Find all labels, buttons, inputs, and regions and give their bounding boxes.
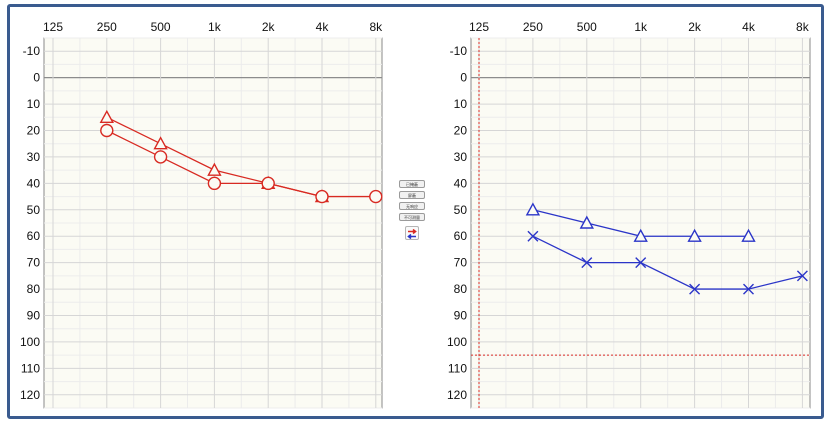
triangle-marker[interactable] [741,228,756,242]
triangle-marker[interactable] [153,136,168,150]
db-tick-label: 100 [447,335,467,349]
mask-button[interactable]: 屏蔽 [399,191,425,199]
triangle-marker[interactable] [579,215,594,229]
frequency-tick-label: 500 [151,20,171,34]
cross-marker[interactable] [689,283,701,295]
db-tick-label: 20 [27,124,41,138]
cross-marker[interactable] [581,257,593,269]
circle-series-line [106,129,376,198]
frequency-tick-label: 125 [43,20,63,34]
db-tick-label: -10 [450,44,468,58]
frequency-tick-label: 500 [577,20,597,34]
swap-arrows-icon [407,228,417,240]
circle-marker[interactable] [207,176,222,191]
db-tick-label: 40 [454,176,468,190]
db-tick-label: 120 [447,388,467,402]
db-tick-label: 20 [454,124,468,138]
masked-button[interactable]: 已掩蔽 [399,180,425,188]
swap-ear-button[interactable] [405,226,419,240]
circle-marker[interactable] [100,123,114,138]
db-tick-label: 30 [454,150,468,164]
db-tick-label: 80 [27,282,41,296]
cross-series-line [532,235,803,290]
triangle-marker[interactable] [207,162,222,176]
cross-marker[interactable] [743,283,754,295]
right-ear-audiogram[interactable]: 125 250 500 1k 2k 4k 8k -10 0 10 20 30 40 50 60 70 80 90 1… [7,0,385,412]
db-tick-label: 100 [20,335,40,349]
frequency-tick-label: 8k [796,20,810,34]
db-tick-label: 80 [454,282,468,296]
circle-marker[interactable] [153,150,168,164]
circle-marker[interactable] [261,176,275,191]
db-tick-label: 0 [460,71,467,85]
cross-marker[interactable] [635,257,647,269]
no-response-button[interactable]: 无响应 [399,202,425,210]
frequency-tick-label: 250 [97,20,117,34]
db-tick-label: 70 [454,256,468,270]
db-tick-label: 10 [454,97,468,111]
db-tick-label: 90 [454,309,468,323]
db-tick-label: 90 [27,309,41,323]
triangle-marker[interactable] [687,228,702,242]
circle-marker[interactable] [315,189,329,204]
marker-controls: 已掩蔽 屏蔽 无响应 不可测量 [398,180,426,240]
frequency-tick-label: 125 [469,20,489,34]
db-tick-label: 120 [20,388,40,402]
not-measurable-button[interactable]: 不可测量 [399,213,425,221]
frequency-tick-label: 8k [369,20,383,34]
cross-marker[interactable] [796,270,808,282]
frequency-tick-label: 1k [634,20,648,34]
circle-marker[interactable] [369,189,383,204]
db-tick-label: 30 [27,150,41,164]
triangle-marker[interactable] [633,228,648,242]
frequency-tick-label: 1k [208,20,222,34]
triangle-marker[interactable] [525,202,541,216]
frequency-tick-label: 2k [688,20,702,34]
left-ear-chart[interactable]: 125 250 500 1k 2k 4k 8k -10 0 10 20 30 40 50 60 70 80 90 1… [441,0,813,412]
db-tick-label: 70 [27,256,41,270]
db-tick-label: 60 [454,229,468,243]
db-tick-label: 60 [27,229,41,243]
frequency-tick-label: 250 [523,20,543,34]
db-tick-label: 10 [27,97,41,111]
db-tick-label: 110 [21,361,40,375]
right-ear-chart[interactable]: 125 250 500 1k 2k 4k 8k -10 0 10 20 30 40 50 60 70 80 90 1… [7,0,385,412]
frequency-tick-label: 4k [742,20,756,34]
left-ear-audiogram[interactable]: 125 250 500 1k 2k 4k 8k -10 0 10 20 30 40 50 60 70 80 90 1… [441,0,813,412]
db-tick-label: 50 [27,203,41,217]
triangle-marker[interactable] [99,109,114,123]
frequency-tick-label: 2k [262,20,276,34]
db-tick-label: -10 [23,44,41,58]
db-tick-label: 50 [454,203,468,217]
db-tick-label: 0 [33,71,40,85]
frequency-tick-label: 4k [316,20,330,34]
db-tick-label: 40 [27,176,41,190]
cross-marker[interactable] [527,230,539,242]
db-tick-label: 110 [448,361,467,375]
